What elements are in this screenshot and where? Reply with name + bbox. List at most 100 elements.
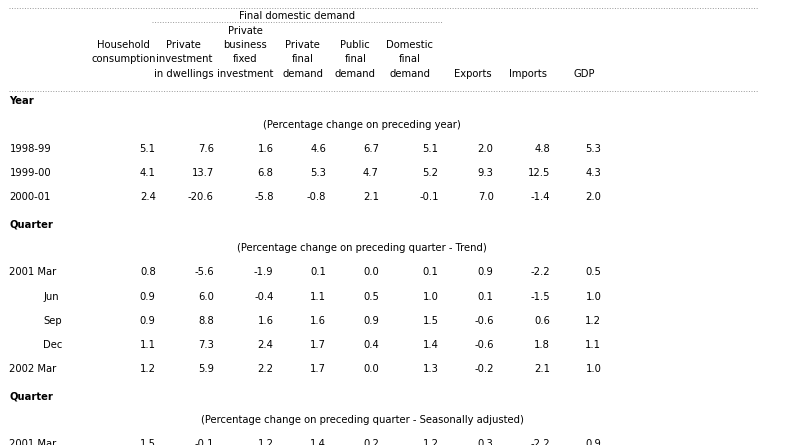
Text: (Percentage change on preceding quarter - Trend): (Percentage change on preceding quarter … bbox=[237, 243, 487, 254]
Text: demand: demand bbox=[282, 69, 323, 78]
Text: 0.9: 0.9 bbox=[363, 316, 379, 326]
Text: business: business bbox=[223, 40, 267, 50]
Text: Jun: Jun bbox=[43, 291, 59, 302]
Text: Quarter: Quarter bbox=[9, 219, 53, 230]
Text: 1998-99: 1998-99 bbox=[9, 144, 51, 154]
Text: 0.3: 0.3 bbox=[478, 439, 494, 445]
Text: 13.7: 13.7 bbox=[192, 168, 214, 178]
Text: 5.1: 5.1 bbox=[423, 144, 439, 154]
Text: -0.1: -0.1 bbox=[419, 192, 439, 202]
Text: Public: Public bbox=[340, 40, 370, 50]
Text: 1.6: 1.6 bbox=[258, 144, 274, 154]
Text: 7.3: 7.3 bbox=[198, 340, 214, 350]
Text: 5.1: 5.1 bbox=[140, 144, 156, 154]
Text: 0.9: 0.9 bbox=[140, 316, 156, 326]
Text: 0.0: 0.0 bbox=[363, 364, 379, 374]
Text: -0.6: -0.6 bbox=[474, 316, 494, 326]
Text: 0.1: 0.1 bbox=[310, 267, 326, 278]
Text: 2002 Mar: 2002 Mar bbox=[9, 364, 57, 374]
Text: 0.6: 0.6 bbox=[534, 316, 550, 326]
Text: demand: demand bbox=[389, 69, 430, 78]
Text: 1.4: 1.4 bbox=[423, 340, 439, 350]
Text: 1.2: 1.2 bbox=[423, 439, 439, 445]
Text: 1.1: 1.1 bbox=[140, 340, 156, 350]
Text: Private: Private bbox=[285, 40, 320, 50]
Text: final: final bbox=[344, 54, 366, 64]
Text: investment: investment bbox=[217, 69, 274, 78]
Text: 5.9: 5.9 bbox=[198, 364, 214, 374]
Text: Year: Year bbox=[9, 96, 34, 105]
Text: 7.6: 7.6 bbox=[198, 144, 214, 154]
Text: -5.8: -5.8 bbox=[254, 192, 274, 202]
Text: demand: demand bbox=[335, 69, 376, 78]
Text: 1.1: 1.1 bbox=[310, 291, 326, 302]
Text: 1.2: 1.2 bbox=[586, 316, 601, 326]
Text: 8.8: 8.8 bbox=[198, 316, 214, 326]
Text: -0.1: -0.1 bbox=[194, 439, 214, 445]
Text: 1.5: 1.5 bbox=[423, 316, 439, 326]
Text: Exports: Exports bbox=[454, 69, 492, 78]
Text: Final domestic demand: Final domestic demand bbox=[239, 11, 354, 21]
Text: GDP: GDP bbox=[573, 69, 595, 78]
Text: 1.2: 1.2 bbox=[258, 439, 274, 445]
Text: 5.3: 5.3 bbox=[310, 168, 326, 178]
Text: consumption: consumption bbox=[91, 54, 156, 64]
Text: Sep: Sep bbox=[43, 316, 62, 326]
Text: 7.0: 7.0 bbox=[478, 192, 494, 202]
Text: -0.8: -0.8 bbox=[307, 192, 326, 202]
Text: 5.3: 5.3 bbox=[586, 144, 601, 154]
Text: 1.4: 1.4 bbox=[310, 439, 326, 445]
Text: Quarter: Quarter bbox=[9, 391, 53, 401]
Text: 1.8: 1.8 bbox=[534, 340, 550, 350]
Text: Dec: Dec bbox=[43, 340, 63, 350]
Text: 2001 Mar: 2001 Mar bbox=[9, 267, 57, 278]
Text: -20.6: -20.6 bbox=[188, 192, 214, 202]
Text: 2001 Mar: 2001 Mar bbox=[9, 439, 57, 445]
Text: 1.0: 1.0 bbox=[586, 364, 601, 374]
Text: 1.0: 1.0 bbox=[586, 291, 601, 302]
Text: 4.6: 4.6 bbox=[310, 144, 326, 154]
Text: 0.9: 0.9 bbox=[140, 291, 156, 302]
Text: fixed: fixed bbox=[233, 54, 258, 64]
Text: -0.4: -0.4 bbox=[254, 291, 274, 302]
Text: -1.5: -1.5 bbox=[531, 291, 550, 302]
Text: -1.9: -1.9 bbox=[254, 267, 274, 278]
Text: 2.1: 2.1 bbox=[534, 364, 550, 374]
Text: 0.0: 0.0 bbox=[363, 267, 379, 278]
Text: Private: Private bbox=[228, 26, 263, 36]
Text: 1.6: 1.6 bbox=[310, 316, 326, 326]
Text: 0.9: 0.9 bbox=[586, 439, 601, 445]
Text: investment: investment bbox=[156, 54, 212, 64]
Text: 6.0: 6.0 bbox=[198, 291, 214, 302]
Text: 4.7: 4.7 bbox=[363, 168, 379, 178]
Text: -1.4: -1.4 bbox=[531, 192, 550, 202]
Text: 2.1: 2.1 bbox=[363, 192, 379, 202]
Text: 1.5: 1.5 bbox=[140, 439, 156, 445]
Text: 4.1: 4.1 bbox=[140, 168, 156, 178]
Text: final: final bbox=[399, 54, 421, 64]
Text: 0.5: 0.5 bbox=[363, 291, 379, 302]
Text: 6.8: 6.8 bbox=[258, 168, 274, 178]
Text: 1999-00: 1999-00 bbox=[9, 168, 51, 178]
Text: 0.5: 0.5 bbox=[586, 267, 601, 278]
Text: Domestic: Domestic bbox=[386, 40, 433, 50]
Text: 2.0: 2.0 bbox=[586, 192, 601, 202]
Text: 9.3: 9.3 bbox=[478, 168, 494, 178]
Text: 2.4: 2.4 bbox=[258, 340, 274, 350]
Text: 1.1: 1.1 bbox=[586, 340, 601, 350]
Text: 6.7: 6.7 bbox=[363, 144, 379, 154]
Text: 1.7: 1.7 bbox=[310, 340, 326, 350]
Text: Household: Household bbox=[97, 40, 150, 50]
Text: (Percentage change on preceding quarter - Seasonally adjusted): (Percentage change on preceding quarter … bbox=[201, 415, 523, 425]
Text: 12.5: 12.5 bbox=[528, 168, 550, 178]
Text: (Percentage change on preceding year): (Percentage change on preceding year) bbox=[263, 120, 461, 129]
Text: -2.2: -2.2 bbox=[531, 267, 550, 278]
Text: 2.4: 2.4 bbox=[140, 192, 156, 202]
Text: 1.6: 1.6 bbox=[258, 316, 274, 326]
Text: Imports: Imports bbox=[509, 69, 547, 78]
Text: -5.6: -5.6 bbox=[194, 267, 214, 278]
Text: Private: Private bbox=[167, 40, 201, 50]
Text: in dwellings: in dwellings bbox=[154, 69, 214, 78]
Text: 4.8: 4.8 bbox=[534, 144, 550, 154]
Text: 4.3: 4.3 bbox=[586, 168, 601, 178]
